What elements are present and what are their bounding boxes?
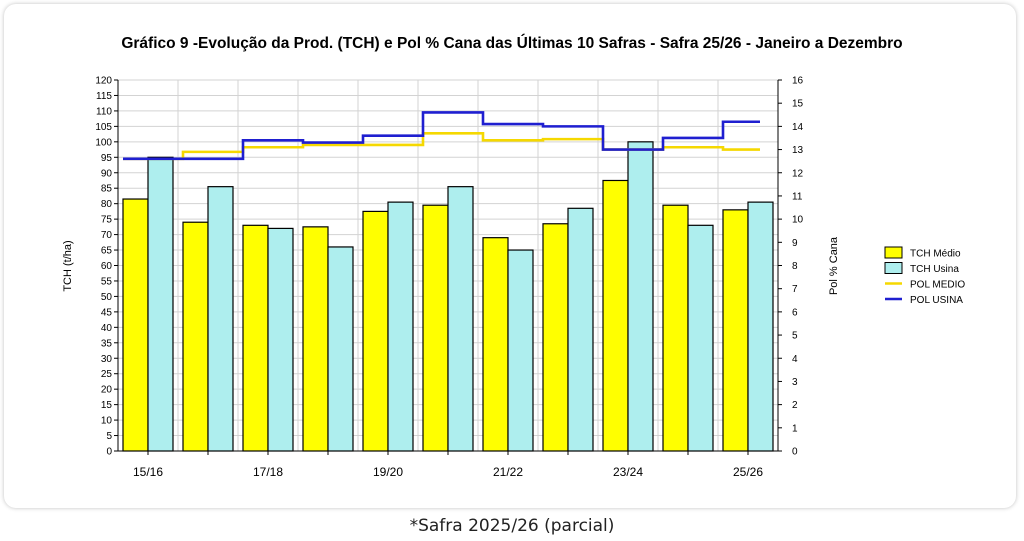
bar-tch-usina bbox=[567, 207, 594, 452]
y-tick-label: 70 bbox=[101, 230, 113, 241]
bar-tch-medio bbox=[722, 209, 749, 452]
legend-label: TCH Médio bbox=[910, 249, 961, 260]
chart-title: Gráfico 9 -Evolução da Prod. (TCH) e Pol… bbox=[121, 34, 902, 52]
y-tick-label: 110 bbox=[96, 106, 112, 117]
y2-tick-label: 16 bbox=[792, 76, 804, 87]
y-tick-label: 55 bbox=[101, 276, 113, 287]
y-tick-label: 25 bbox=[101, 369, 113, 380]
bar-tch-medio bbox=[302, 226, 329, 452]
bar-tch-usina bbox=[327, 246, 354, 452]
y2-tick-label: 7 bbox=[792, 284, 798, 295]
y2-tick-label: 15 bbox=[792, 99, 804, 110]
y-tick-label: 120 bbox=[95, 76, 112, 87]
y2-tick-label: 8 bbox=[792, 261, 798, 272]
bar-tch-medio bbox=[122, 198, 149, 452]
y2-tick-label: 9 bbox=[792, 238, 798, 249]
legend-swatch bbox=[884, 262, 903, 274]
y2-tick-label: 13 bbox=[792, 145, 804, 156]
y-tick-label: 10 bbox=[101, 416, 113, 427]
legend-label: POL USINA bbox=[910, 295, 963, 306]
y-tick-label: 80 bbox=[101, 199, 113, 210]
bar-tch-usina bbox=[447, 186, 474, 452]
y2-tick-label: 5 bbox=[792, 331, 798, 342]
y-tick-label: 85 bbox=[101, 184, 113, 195]
y-tick-label: 40 bbox=[101, 323, 113, 334]
y2-tick-label: 10 bbox=[792, 215, 804, 226]
y2-tick-label: 3 bbox=[792, 377, 798, 388]
x-tick-label: 21/22 bbox=[493, 465, 523, 479]
y-tick-label: 60 bbox=[101, 261, 113, 272]
y2-tick-label: 4 bbox=[792, 354, 798, 365]
x-tick-label: 23/24 bbox=[613, 465, 643, 479]
bar-tch-medio bbox=[422, 204, 449, 452]
y-tick-label: 45 bbox=[101, 307, 113, 318]
bar-tch-medio bbox=[602, 179, 629, 452]
y2-tick-label: 1 bbox=[792, 423, 798, 434]
bar-tch-medio bbox=[182, 221, 209, 452]
y2-tick-label: 0 bbox=[792, 447, 798, 458]
bar-tch-usina bbox=[147, 156, 174, 452]
bar-tch-usina bbox=[267, 227, 294, 452]
x-tick-label: 15/16 bbox=[133, 465, 163, 479]
y2-tick-label: 2 bbox=[792, 400, 798, 411]
y-tick-label: 105 bbox=[95, 122, 112, 133]
y-tick-label: 65 bbox=[101, 246, 113, 257]
y-tick-label: 90 bbox=[101, 168, 113, 179]
y-tick-label: 0 bbox=[106, 447, 112, 458]
bar-tch-usina bbox=[387, 201, 414, 452]
bar-tch-usina bbox=[507, 249, 534, 452]
caption: *Safra 2025/26 (parcial) bbox=[409, 516, 615, 536]
y-tick-label: 50 bbox=[101, 292, 113, 303]
y2-tick-label: 11 bbox=[792, 191, 803, 202]
bar-tch-usina bbox=[207, 186, 234, 452]
y2-tick-label: 12 bbox=[792, 168, 804, 179]
y-tick-label: 5 bbox=[106, 431, 112, 442]
y-axis-label: TCH (t/ha) bbox=[62, 240, 74, 291]
bar-tch-medio bbox=[662, 204, 689, 452]
y-tick-label: 95 bbox=[101, 153, 113, 164]
bar-tch-usina bbox=[747, 201, 774, 452]
y-tick-label: 20 bbox=[101, 385, 113, 396]
y2-tick-label: 14 bbox=[792, 122, 804, 133]
x-tick-label: 25/26 bbox=[733, 465, 763, 479]
y-tick-label: 35 bbox=[101, 338, 113, 349]
legend-label: TCH Usina bbox=[910, 264, 959, 275]
line-pol-usina bbox=[123, 111, 760, 161]
y-tick-label: 100 bbox=[95, 137, 112, 148]
y-tick-label: 75 bbox=[101, 215, 113, 226]
bar-tch-medio bbox=[482, 237, 509, 452]
legend-swatch bbox=[884, 246, 903, 259]
bar-tch-usina bbox=[627, 141, 654, 452]
y2-axis-label: Pol % Cana bbox=[828, 236, 840, 295]
x-tick-label: 19/20 bbox=[373, 465, 403, 479]
legend-label: POL MEDIO bbox=[910, 280, 965, 291]
bar-tch-medio bbox=[242, 224, 269, 452]
x-tick-label: 17/18 bbox=[253, 465, 283, 479]
bar-tch-medio bbox=[542, 223, 569, 452]
y-tick-label: 15 bbox=[101, 400, 113, 411]
y2-tick-label: 6 bbox=[792, 307, 798, 318]
bar-tch-medio bbox=[362, 210, 389, 452]
y-tick-label: 30 bbox=[101, 354, 113, 365]
bar-tch-usina bbox=[687, 224, 714, 452]
y-tick-label: 115 bbox=[96, 91, 112, 102]
